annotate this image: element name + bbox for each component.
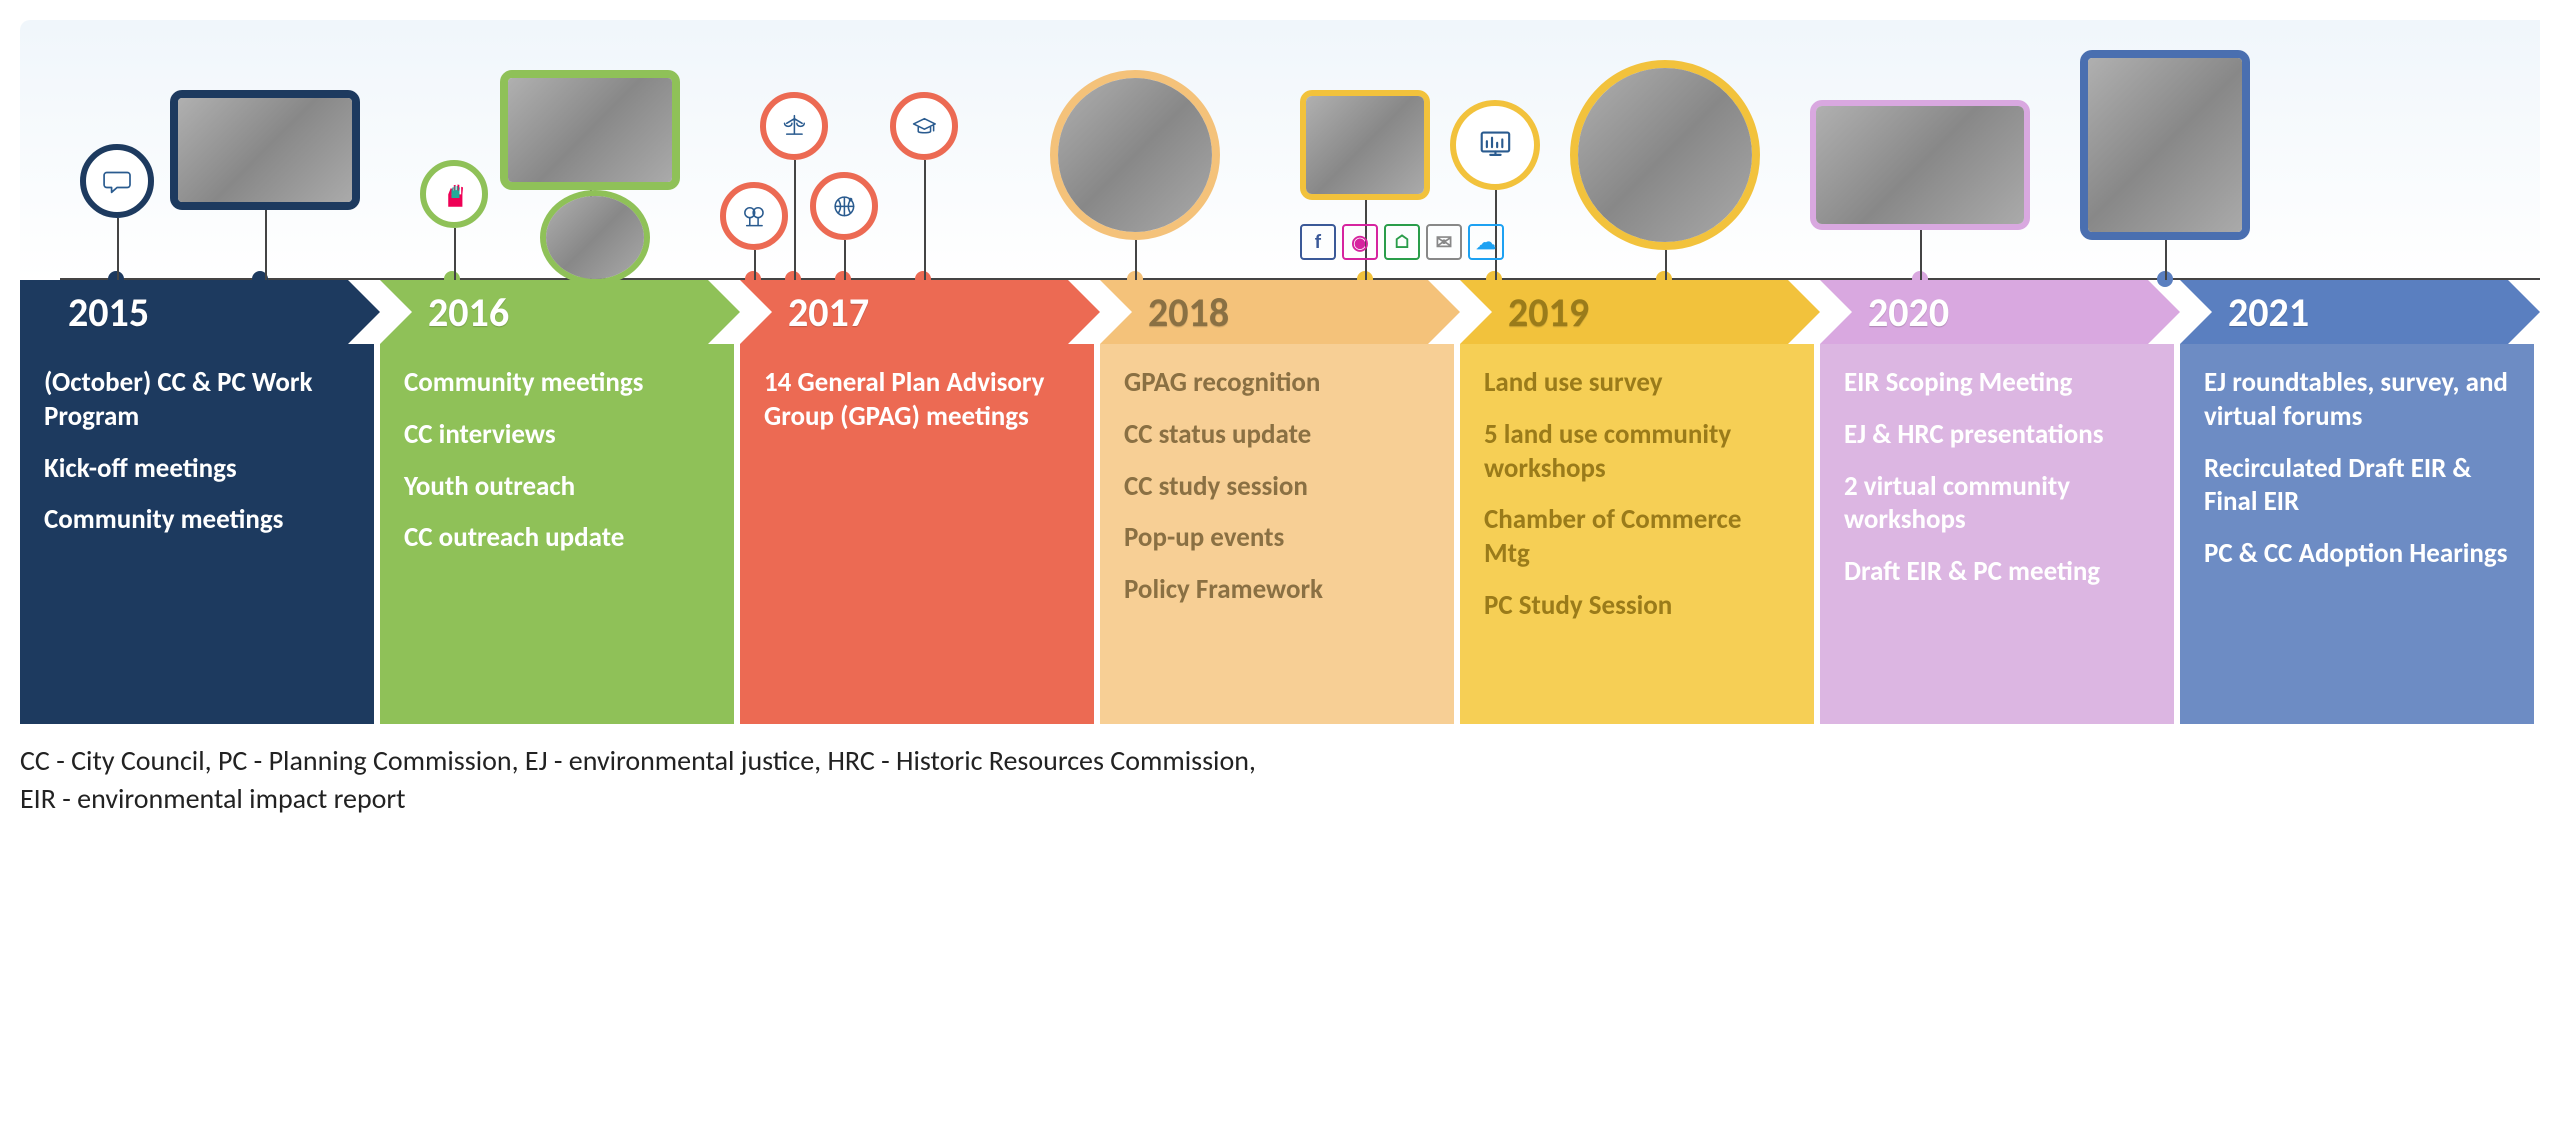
timeline-item: PC Study Session: [1484, 589, 1790, 623]
drop-line: [794, 160, 796, 280]
drop-line: [1920, 230, 1922, 280]
timeline-item: Recirculated Draft EIR & Final EIR: [2204, 452, 2510, 520]
timeline-item: CC interviews: [404, 418, 710, 452]
social-icon: ☁: [1468, 224, 1504, 260]
year-arrow: 2021: [2180, 280, 2540, 344]
year-arrow: 2015: [20, 280, 380, 344]
timeline-item: (October) CC & PC Work Program: [44, 366, 350, 434]
year-columns: 2015 (October) CC & PC Work Program Kick-o…: [20, 280, 2540, 724]
social-icon: ✉: [1426, 224, 1462, 260]
drop-line: [1135, 240, 1137, 280]
timeline-item: Community meetings: [44, 503, 350, 537]
timeline-item: GPAG recognition: [1124, 366, 1430, 400]
photo-map: [1050, 70, 1220, 240]
photo-thumb: [540, 190, 650, 285]
drop-line: [454, 228, 456, 280]
timeline-item: 2 virtual community workshops: [1844, 470, 2150, 538]
year-body: (October) CC & PC Work Program Kick-off m…: [20, 344, 374, 724]
timeline-item: 14 General Plan Advisory Group (GPAG) me…: [764, 366, 1070, 434]
year-column-2019: 2019 Land use survey 5 land use community …: [1460, 280, 1820, 724]
social-icons-row: f◉⌂✉☁: [1300, 224, 1504, 260]
timeline-item: PC & CC Adoption Hearings: [2204, 537, 2510, 571]
timeline-item: 5 land use community workshops: [1484, 418, 1790, 486]
globe-icon: [810, 172, 878, 240]
social-icon: ⌂: [1384, 224, 1420, 260]
timeline-item: EJ roundtables, survey, and virtual foru…: [2204, 366, 2510, 434]
photo-logo: [1300, 90, 1430, 200]
year-label: 2019: [1460, 288, 1589, 337]
year-column-2021: 2021 EJ roundtables, survey, and virtual …: [2180, 280, 2540, 724]
icon-strip: f◉⌂✉☁: [20, 20, 2540, 280]
year-body: Land use survey 5 land use community work…: [1460, 344, 1814, 724]
timeline: f◉⌂✉☁ 2015 (October) CC & PC Work Program…: [20, 20, 2540, 818]
photo-thumb: [170, 90, 360, 210]
chart-icon: [1450, 100, 1540, 190]
hands-icon: [420, 160, 488, 228]
photo-survey: [2080, 50, 2250, 240]
social-icon: ◉: [1342, 224, 1378, 260]
drop-line: [924, 160, 926, 280]
timeline-item: Community meetings: [404, 366, 710, 400]
year-body: 14 General Plan Advisory Group (GPAG) me…: [740, 344, 1094, 724]
year-column-2015: 2015 (October) CC & PC Work Program Kick-o…: [20, 280, 380, 724]
year-arrow: 2016: [380, 280, 740, 344]
year-label: 2021: [2180, 288, 2309, 337]
social-icon: f: [1300, 224, 1336, 260]
gradcap-icon: [890, 92, 958, 160]
year-arrow: 2019: [1460, 280, 1820, 344]
drop-line: [754, 250, 756, 280]
tree-icon: [720, 182, 788, 250]
year-label: 2020: [1820, 288, 1949, 337]
timeline-item: EJ & HRC presentations: [1844, 418, 2150, 452]
year-body: EIR Scoping Meeting EJ & HRC presentation…: [1820, 344, 2174, 724]
timeline-item: Kick-off meetings: [44, 452, 350, 486]
year-label: 2016: [380, 288, 509, 337]
drop-line: [844, 240, 846, 280]
year-body: EJ roundtables, survey, and virtual foru…: [2180, 344, 2534, 724]
year-label: 2018: [1100, 288, 1229, 337]
photo-thumb: [500, 70, 680, 190]
timeline-item: Draft EIR & PC meeting: [1844, 555, 2150, 589]
year-column-2018: 2018 GPAG recognition CC status update CC s…: [1100, 280, 1460, 724]
drop-line: [2165, 240, 2167, 280]
drop-line: [1665, 250, 1667, 280]
year-body: Community meetings CC interviews Youth out…: [380, 344, 734, 724]
timeline-item: Chamber of Commerce Mtg: [1484, 503, 1790, 571]
timeline-item: Policy Framework: [1124, 573, 1430, 607]
timeline-item: EIR Scoping Meeting: [1844, 366, 2150, 400]
year-arrow: 2018: [1100, 280, 1460, 344]
timeline-item: CC outreach update: [404, 521, 710, 555]
year-body: GPAG recognition CC status update CC study…: [1100, 344, 1454, 724]
drop-line: [117, 218, 119, 280]
legend-line: CC - City Council, PC - Planning Commiss…: [20, 742, 2540, 780]
year-column-2020: 2020 EIR Scoping Meeting EJ & HRC presenta…: [1820, 280, 2180, 724]
year-column-2016: 2016 Community meetings CC interviews Youth…: [380, 280, 740, 724]
timeline-item: CC status update: [1124, 418, 1430, 452]
photo-meeting: [1570, 60, 1760, 250]
timeline-item: Youth outreach: [404, 470, 710, 504]
year-label: 2017: [740, 288, 869, 337]
scales-icon: [760, 92, 828, 160]
year-arrow: 2020: [1820, 280, 2180, 344]
timeline-item: Pop-up events: [1124, 521, 1430, 555]
legend: CC - City Council, PC - Planning Commiss…: [20, 742, 2540, 818]
timeline-item: Land use survey: [1484, 366, 1790, 400]
timeline-item: CC study session: [1124, 470, 1430, 504]
year-column-2017: 2017 14 General Plan Advisory Group (GPAG…: [740, 280, 1100, 724]
year-label: 2015: [20, 288, 149, 337]
drop-line: [265, 210, 267, 280]
year-arrow: 2017: [740, 280, 1100, 344]
legend-line: EIR - environmental impact report: [20, 780, 2540, 818]
photo-video: [1810, 100, 2030, 230]
speech-icon: [80, 144, 154, 218]
